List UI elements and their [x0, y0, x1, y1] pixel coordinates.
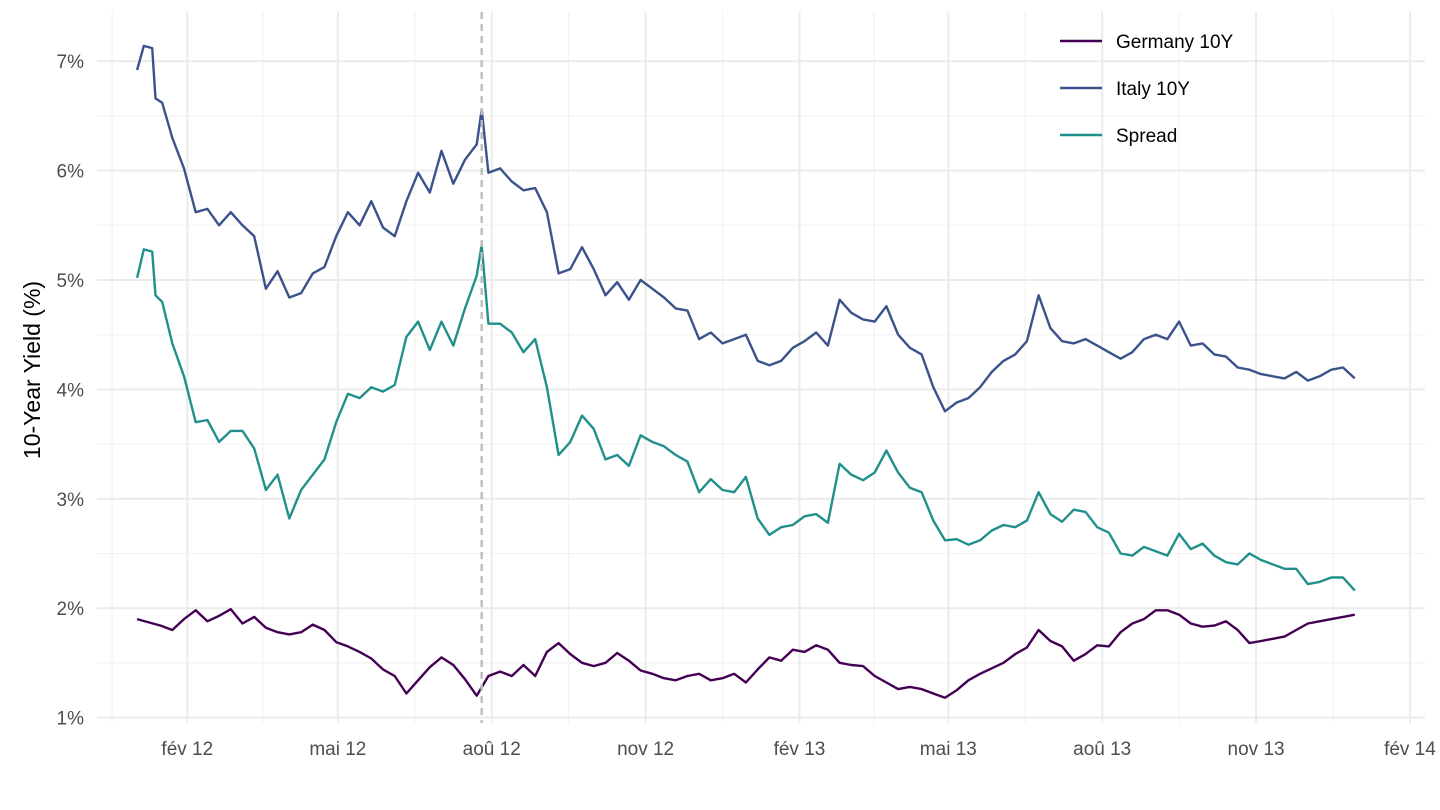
x-tick-label: mai 12	[309, 739, 366, 760]
series-line-italy-10y	[135, 44, 1356, 413]
minor-gridlines	[97, 12, 1425, 723]
x-tick-label: aoû 13	[1073, 739, 1131, 760]
x-tick-label: aoû 12	[463, 739, 521, 760]
x-tick-label: fév 12	[161, 739, 213, 760]
y-axis-ticks: 1% 2% 3% 4% 5% 6% 7%	[57, 52, 85, 729]
major-gridlines	[97, 12, 1425, 723]
legend-label: Germany 10Y	[1116, 32, 1234, 53]
x-tick-label: fév 14	[1384, 739, 1436, 760]
legend-label: Italy 10Y	[1116, 79, 1190, 100]
y-tick-label: 7%	[57, 52, 85, 73]
x-tick-label: nov 13	[1228, 739, 1285, 760]
series-line-spread	[135, 243, 1356, 592]
y-tick-label: 1%	[57, 709, 85, 730]
legend: Germany 10Y Italy 10Y Spread	[1060, 32, 1234, 147]
y-tick-label: 3%	[57, 490, 85, 511]
x-axis-ticks: fév 12 mai 12 aoû 12 nov 12 fév 13 mai 13 aoû …	[161, 739, 1436, 760]
series-line-germany-10y	[136, 608, 1356, 699]
x-tick-label: mai 13	[920, 739, 977, 760]
y-tick-label: 2%	[57, 599, 85, 620]
x-tick-label: nov 12	[617, 739, 674, 760]
y-tick-label: 6%	[57, 162, 85, 183]
y-tick-label: 5%	[57, 271, 85, 292]
series-lines	[135, 44, 1356, 699]
x-tick-label: fév 13	[774, 739, 826, 760]
legend-label: Spread	[1116, 126, 1177, 147]
y-axis-title: 10-Year Yield (%)	[19, 281, 45, 459]
y-tick-label: 4%	[57, 380, 85, 401]
